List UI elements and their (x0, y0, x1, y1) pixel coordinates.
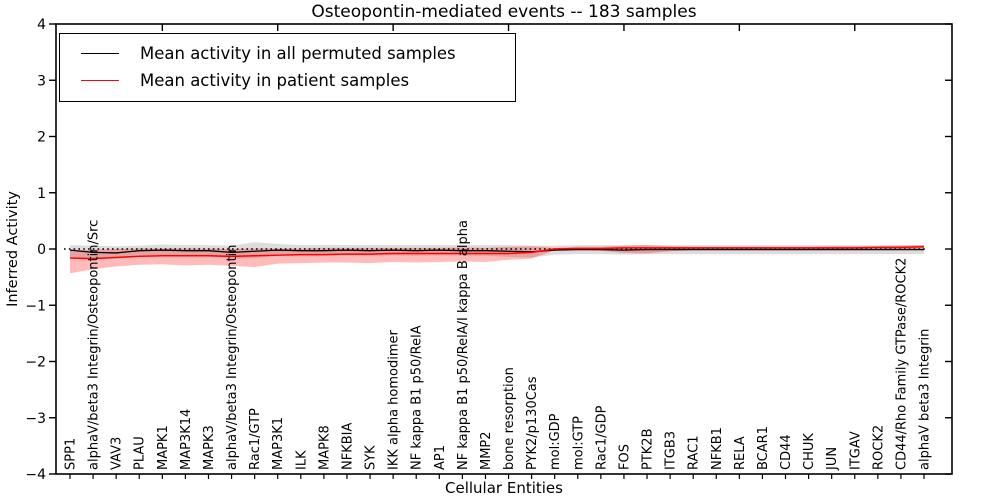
y-tick-label: 1 (37, 186, 46, 202)
y-tick-label: 0 (37, 242, 46, 258)
x-tick-label: MAPK1 (156, 425, 171, 470)
x-tick-label: ITGAV (848, 431, 863, 470)
x-tick-label: ITGB3 (664, 431, 679, 470)
x-tick-label: VAV3 (110, 437, 125, 470)
x-tick-label: mol:GDP (548, 413, 563, 470)
x-tick-label: MAPK3 (202, 425, 217, 470)
patient-line-sample-icon (81, 80, 119, 81)
x-tick-label: MAP3K14 (179, 409, 194, 470)
patient-band (70, 245, 924, 274)
x-tick-label: alphaV beta3 Integrin (918, 329, 933, 470)
x-tick-label: JUN (825, 447, 840, 471)
legend-label-patient: Mean activity in patient samples (140, 71, 410, 90)
x-tick-label: MAPK8 (317, 425, 332, 470)
y-tick-label: −3 (25, 411, 46, 427)
x-tick-label: mol:GTP (571, 416, 586, 470)
permuted-mean-line (69, 248, 924, 254)
x-tick-label: CD44 (779, 434, 794, 470)
patient-mean-line (69, 246, 925, 260)
x-tick-label: BCAR1 (756, 426, 771, 470)
x-tick-label: Rac1/GTP (248, 408, 263, 470)
x-tick-label: MMP2 (479, 431, 494, 470)
y-tick-label: 2 (37, 130, 46, 146)
x-tick-label: NF kappa B1 p50/RelA/I kappa B alpha (456, 220, 471, 470)
x-tick-label: NFKB1 (710, 427, 725, 470)
x-tick-label: PYK2/p130Cas (525, 376, 540, 470)
y-axis-label: Inferred Activity (5, 191, 21, 307)
x-tick-label: CD44/Rho Family GTPase/ROCK2 (894, 258, 909, 470)
x-tick-label: CHUK (802, 433, 817, 470)
permuted-line-sample-icon (81, 53, 119, 54)
x-tick-label: PTK2B (641, 429, 656, 471)
legend-entry-patient: Mean activity in patient samples (60, 67, 515, 94)
x-tick-label: NFKBIA (340, 423, 355, 470)
legend-entry-permuted: Mean activity in all permuted samples (60, 40, 515, 67)
x-tick-label: RELA (733, 436, 748, 470)
y-tick-label: 4 (37, 17, 46, 33)
x-tick-label: RAC1 (687, 435, 702, 470)
x-tick-label: alphaV/beta3 Integrin/Osteopontin/Src (87, 220, 102, 470)
x-tick-label: Rac1/GDP (594, 405, 609, 470)
x-tick-label: ROCK2 (871, 425, 886, 470)
x-axis-label: Cellular Entities (445, 479, 563, 497)
x-tick-label: NF kappa B1 p50/RelA (410, 325, 425, 470)
plot-frame (55, 23, 953, 475)
x-tick-label: alphaV/beta3 Integrin/Osteopontin (225, 245, 240, 470)
legend-label-permuted: Mean activity in all permuted samples (140, 44, 456, 63)
y-tick-label: −2 (25, 355, 46, 371)
x-tick-label: FOS (617, 444, 632, 470)
legend: Mean activity in all permuted samples Me… (59, 33, 516, 102)
y-tick-label: −4 (25, 467, 46, 483)
x-tick-label: ILK (294, 450, 309, 470)
x-tick-label: IKK alpha homodimer (387, 329, 402, 470)
y-tick-label: 3 (37, 73, 46, 89)
x-tick-label: PLAU (133, 436, 148, 470)
x-tick-label: SPP1 (64, 438, 79, 470)
x-tick-label: MAP3K1 (271, 417, 286, 470)
x-tick-label: bone resorption (502, 367, 517, 470)
y-tick-label: −1 (25, 298, 46, 314)
chart-title: Osteopontin-mediated events -- 183 sampl… (311, 2, 697, 22)
x-tick-label: AP1 (433, 445, 448, 470)
x-tick-label: SYK (364, 445, 379, 470)
